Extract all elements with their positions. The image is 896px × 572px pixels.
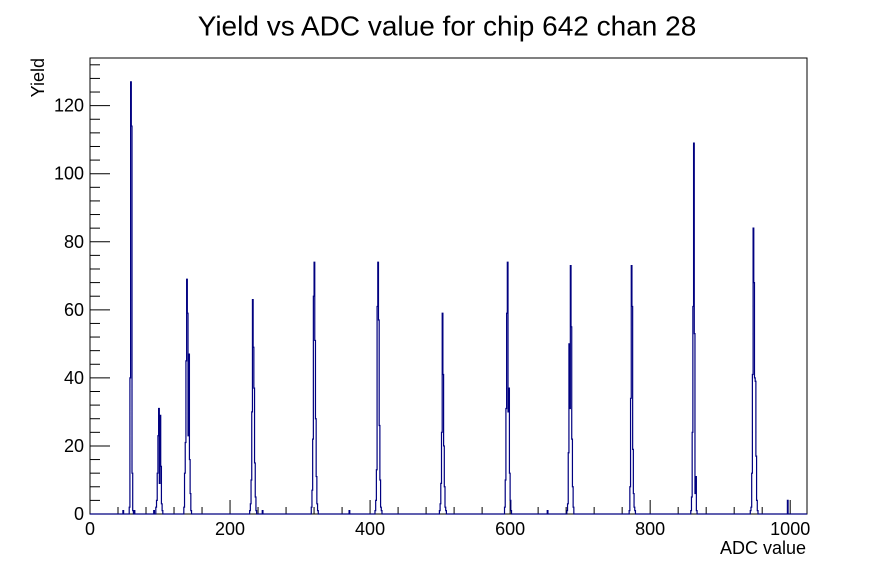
y-tick-label: 80 [64,232,84,252]
x-tick-label: 0 [85,519,95,539]
y-axis-label: Yield [28,58,48,97]
x-tick-label: 800 [635,519,665,539]
tick-labels: 0 200 400 600 800 1000 0 20 40 60 80 100 120 [54,96,810,539]
chart-title: Yield vs ADC value for chip 642 chan 28 [198,10,697,41]
plot-frame [89,57,808,515]
y-tick-label: 100 [54,164,84,184]
y-tick-label: 40 [64,368,84,388]
x-axis-label: ADC value [720,538,806,558]
x-tick-label: 400 [355,519,385,539]
x-tick-label: 600 [495,519,525,539]
x-tick-label: 1000 [770,519,810,539]
y-tick-label: 0 [74,504,84,524]
x-tick-label: 200 [215,519,245,539]
y-tick-label: 20 [64,436,84,456]
y-tick-label: 120 [54,96,84,116]
y-tick-label: 60 [64,300,84,320]
histogram-series [90,81,807,515]
axis-ticks [89,64,791,515]
